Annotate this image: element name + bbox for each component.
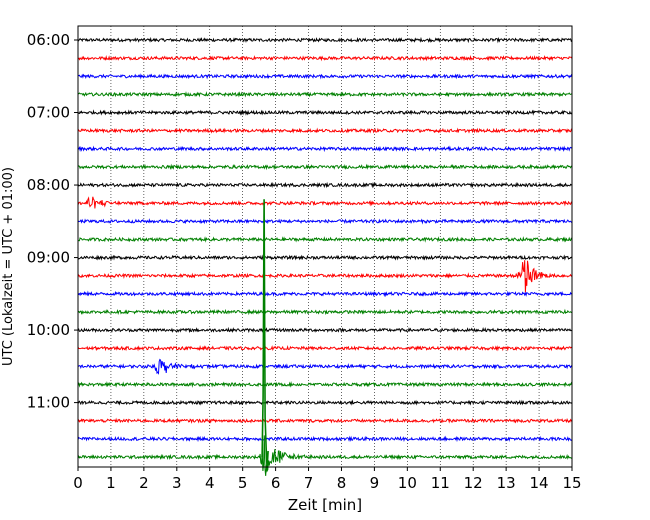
y-tick-label: 06:00 xyxy=(27,31,70,49)
trace-line xyxy=(77,236,573,243)
trace-lines xyxy=(77,36,573,476)
trace-line xyxy=(77,381,573,388)
trace-line xyxy=(77,326,573,334)
x-tick-label: 13 xyxy=(497,474,516,492)
y-tick-label: 09:00 xyxy=(27,249,70,267)
x-tick-label: 2 xyxy=(139,474,149,492)
x-axis-label: Zeit [min] xyxy=(288,496,362,514)
trace-line xyxy=(77,254,573,261)
trace-line xyxy=(77,344,573,352)
trace-line xyxy=(77,218,573,225)
x-tick-label: 15 xyxy=(562,474,581,492)
trace-line xyxy=(77,91,573,98)
trace-line xyxy=(77,127,573,134)
x-tick-label: 0 xyxy=(73,474,83,492)
x-tick-label: 6 xyxy=(271,474,281,492)
y-axis-ticks: 06:00 07:00 08:00 09:00 10:00 11:00 xyxy=(27,31,78,412)
x-tick-label: 1 xyxy=(106,474,116,492)
x-axis-ticks: 0 1 2 3 4 5 6 7 8 9 10 11 12 13 14 15 xyxy=(73,467,582,492)
trace-line xyxy=(77,36,572,44)
trace-line xyxy=(77,358,573,375)
y-tick-label: 07:00 xyxy=(27,104,70,122)
x-tick-label: 5 xyxy=(238,474,248,492)
trace-line xyxy=(77,73,573,80)
trace-line xyxy=(77,260,573,293)
trace-line xyxy=(78,54,573,62)
trace-line xyxy=(77,308,573,316)
trace-line xyxy=(77,181,573,189)
trace-line xyxy=(77,290,573,298)
trace-line xyxy=(77,435,573,443)
trace-line xyxy=(77,163,573,171)
trace-line xyxy=(77,196,573,209)
x-tick-label: 4 xyxy=(205,474,215,492)
x-tick-label: 11 xyxy=(431,474,450,492)
x-tick-label: 3 xyxy=(172,474,182,492)
x-tick-label: 8 xyxy=(337,474,347,492)
plot-frame xyxy=(77,25,573,468)
trace-line xyxy=(77,399,573,406)
y-tick-label: 08:00 xyxy=(27,176,70,194)
trace-spike xyxy=(261,199,269,470)
trace-line xyxy=(77,109,573,116)
y-tick-label: 10:00 xyxy=(27,321,70,339)
x-tick-label: 12 xyxy=(464,474,483,492)
trace-line xyxy=(77,417,573,424)
x-tick-label: 9 xyxy=(370,474,380,492)
trace-line xyxy=(77,145,573,153)
y-axis-label: UTC (Lokalzeit = UTC + 01:00) xyxy=(1,167,16,366)
x-tick-label: 10 xyxy=(398,474,417,492)
trace-line xyxy=(77,435,573,476)
x-tick-label: 14 xyxy=(530,474,549,492)
x-tick-label: 7 xyxy=(304,474,314,492)
y-tick-label: 11:00 xyxy=(27,394,70,412)
